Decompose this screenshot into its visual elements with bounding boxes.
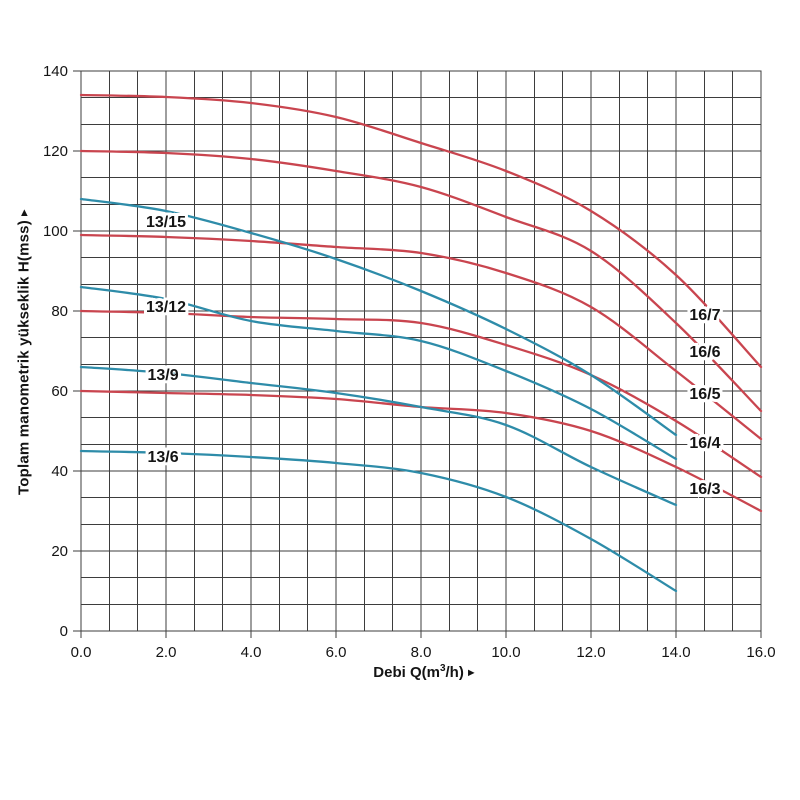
curve-16-7 [79, 93, 763, 369]
y-tick-label: 120 [43, 143, 68, 160]
curve-13-9 [79, 365, 678, 507]
x-tick-label: 0.0 [71, 644, 92, 661]
curve-label-13-9: 13/9 [147, 367, 178, 384]
x-tick-label: 6.0 [326, 644, 347, 661]
y-tick-label: 20 [51, 543, 68, 560]
curve-13-12 [79, 285, 678, 461]
axis-tick-labels: 0.0 2.0 4.0 6.0 8.0 10.0 12.0 14.0 16.0 0 20 40 60 80… [43, 63, 776, 661]
y-axis-title-text: Toplam manometrik yükseklik H(mss) [15, 220, 33, 496]
y-axis-title: Toplam manometrik yükseklik H(mss)► [16, 207, 33, 495]
curve-label-16-3: 16/3 [689, 481, 720, 498]
curve-16-5 [79, 233, 763, 441]
grid [80, 70, 762, 632]
y-tick-label: 140 [43, 63, 68, 80]
x-axis-title-sup: 3 [439, 663, 446, 674]
y-tick-label: 60 [51, 383, 68, 400]
curve-labels: 16/7 16/6 16/5 16/4 16/3 13/15 13/12 13/9 13/6 [143, 211, 724, 501]
curve-13-6 [79, 449, 678, 593]
x-tick-label: 12.0 [576, 644, 605, 661]
y-tick-label: 0 [60, 623, 68, 640]
x-tick-label: 16.0 [746, 644, 775, 661]
x-axis-title-post: /h) [445, 664, 464, 681]
x-tick-label: 8.0 [411, 644, 432, 661]
axis-ticks [73, 70, 762, 638]
curve-label-13-6: 13/6 [147, 449, 178, 466]
curve-label-16-5: 16/5 [689, 386, 720, 403]
x-tick-label: 2.0 [156, 644, 177, 661]
curve-label-16-6: 16/6 [689, 344, 720, 361]
curve-13-15 [79, 197, 678, 437]
x-tick-label: 14.0 [661, 644, 690, 661]
y-tick-label: 40 [51, 463, 68, 480]
x-tick-label: 10.0 [491, 644, 520, 661]
y-tick-label: 100 [43, 223, 68, 240]
curve-label-13-12: 13/12 [146, 299, 186, 316]
curve-label-16-7: 16/7 [689, 307, 720, 324]
curve-16-6 [79, 149, 763, 413]
y-axis-arrow-icon: ► [18, 206, 31, 219]
x-axis-title: Debi Q(m3/h) ► [373, 663, 476, 681]
x-tick-label: 4.0 [241, 644, 262, 661]
x-axis-title-pre: Debi Q(m [373, 664, 440, 681]
curve-label-13-15: 13/15 [146, 214, 186, 231]
y-tick-label: 80 [51, 303, 68, 320]
curves [79, 93, 763, 593]
curve-16-4 [79, 309, 763, 479]
x-axis-arrow-icon: ► [465, 667, 477, 679]
curve-label-16-4: 16/4 [689, 435, 720, 452]
